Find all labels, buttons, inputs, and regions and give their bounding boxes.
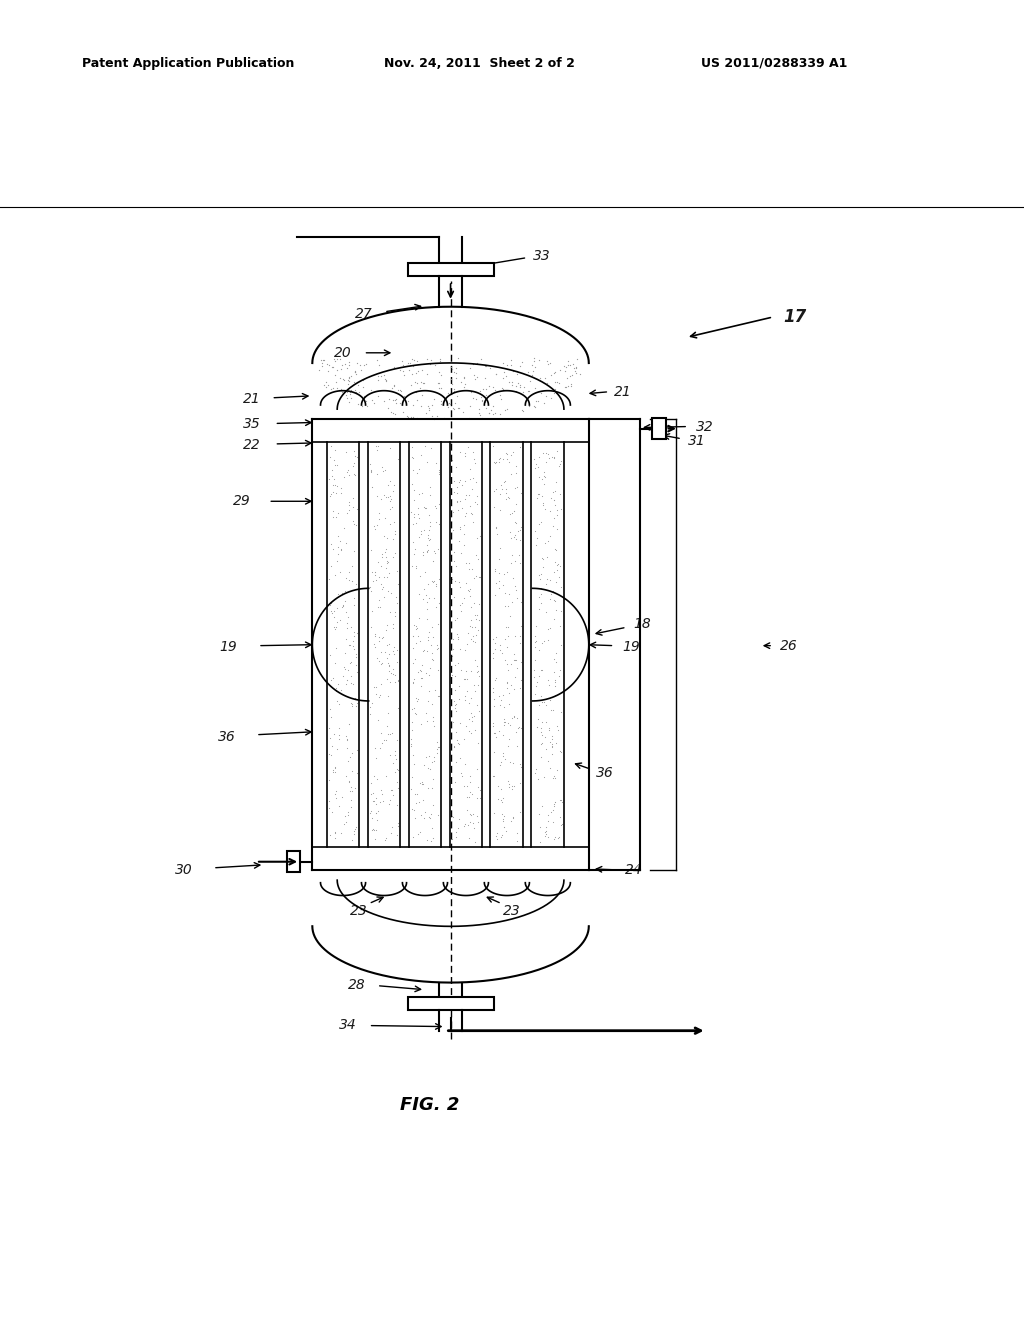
Text: 21: 21 — [614, 384, 632, 399]
Polygon shape — [312, 870, 589, 982]
Text: 23: 23 — [503, 904, 521, 917]
Text: Nov. 24, 2011  Sheet 2 of 2: Nov. 24, 2011 Sheet 2 of 2 — [384, 57, 574, 70]
Text: 22: 22 — [244, 438, 261, 451]
Polygon shape — [589, 420, 640, 870]
Text: Patent Application Publication: Patent Application Publication — [82, 57, 294, 70]
Text: 30: 30 — [175, 863, 193, 876]
Text: 29: 29 — [233, 494, 251, 508]
Text: 33: 33 — [532, 248, 550, 263]
Polygon shape — [312, 420, 589, 870]
Polygon shape — [312, 306, 589, 420]
Text: 26: 26 — [780, 639, 798, 652]
Text: 28: 28 — [347, 978, 366, 991]
Bar — [652, 418, 666, 438]
Text: 34: 34 — [339, 1018, 357, 1031]
Text: 36: 36 — [596, 766, 613, 780]
Text: 20: 20 — [334, 346, 352, 360]
Text: 35: 35 — [244, 417, 261, 432]
Text: US 2011/0288339 A1: US 2011/0288339 A1 — [701, 57, 848, 70]
Text: 19: 19 — [623, 640, 640, 653]
Text: 32: 32 — [696, 420, 714, 433]
Text: 21: 21 — [244, 392, 261, 405]
Text: FIG. 2: FIG. 2 — [400, 1097, 460, 1114]
Bar — [287, 851, 300, 873]
Text: 23: 23 — [349, 904, 368, 917]
Text: 18: 18 — [633, 618, 650, 631]
Bar — [408, 263, 494, 276]
Text: 19: 19 — [220, 640, 238, 653]
Text: 24: 24 — [625, 863, 642, 876]
Text: 17: 17 — [783, 308, 807, 326]
Bar — [408, 997, 494, 1010]
Text: 27: 27 — [354, 306, 373, 321]
Text: 31: 31 — [688, 434, 706, 447]
Text: 36: 36 — [218, 730, 236, 743]
